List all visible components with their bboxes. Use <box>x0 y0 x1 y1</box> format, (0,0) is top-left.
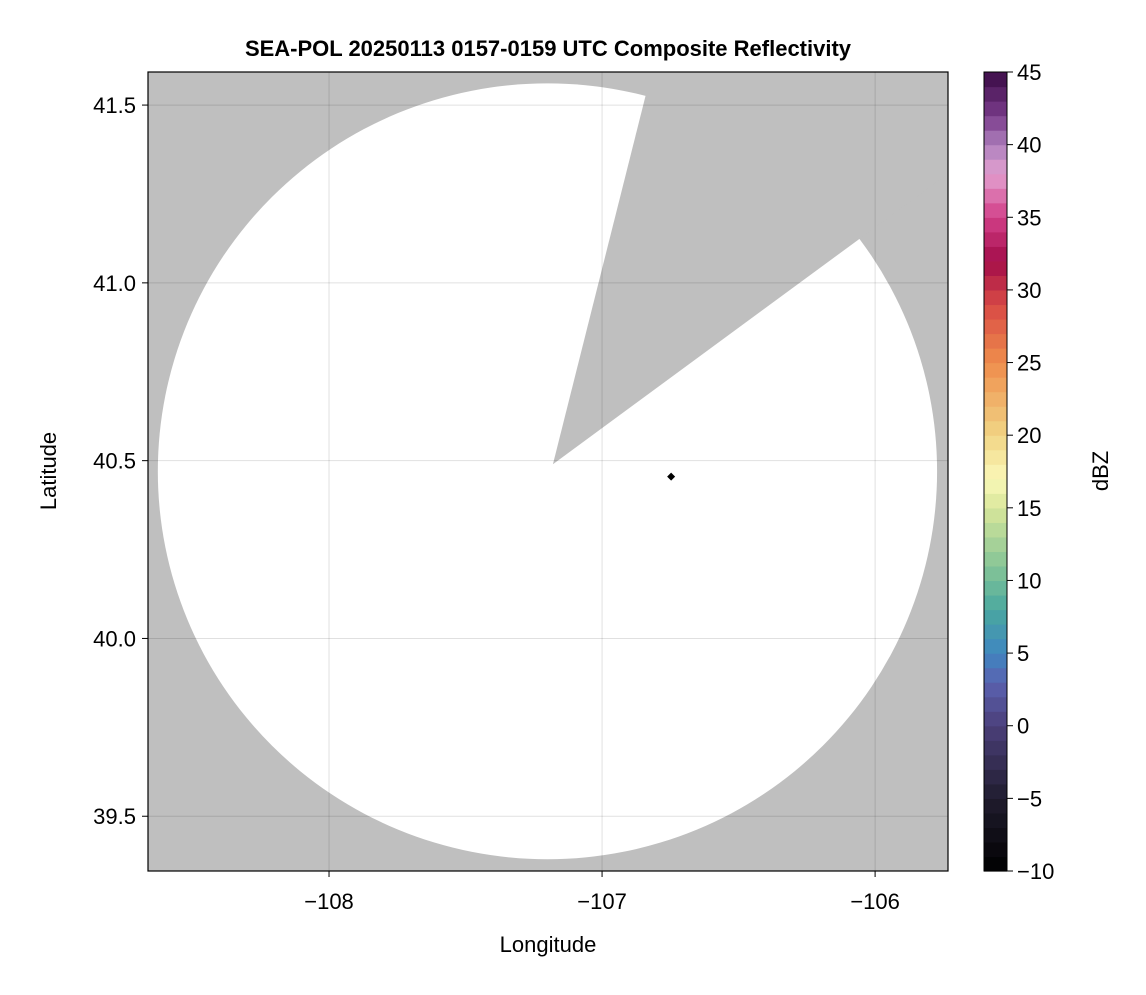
chart-title: SEA-POL 20250113 0157-0159 UTC Composite… <box>245 36 852 61</box>
colorbar-bin <box>984 464 1007 479</box>
colorbar-bin <box>984 784 1007 799</box>
colorbar-bin <box>984 827 1007 842</box>
y-tick-label: 41.0 <box>93 271 136 296</box>
colorbar-bin <box>984 174 1007 189</box>
colorbar-bin <box>984 522 1007 537</box>
x-axis: −108 −107 −106 <box>304 871 900 914</box>
colorbar-bin <box>984 450 1007 465</box>
colorbar-bin <box>984 639 1007 654</box>
colorbar-bin <box>984 275 1007 290</box>
colorbar-bin <box>984 87 1007 102</box>
colorbar-bin <box>984 246 1007 261</box>
colorbar-tick-label: 40 <box>1017 133 1041 158</box>
colorbar-bin <box>984 842 1007 857</box>
colorbar-bin <box>984 624 1007 639</box>
colorbar-bin <box>984 697 1007 712</box>
y-axis: 39.5 40.0 40.5 41.0 41.5 <box>93 93 148 829</box>
colorbar-bin <box>984 145 1007 160</box>
colorbar-bin <box>984 406 1007 421</box>
colorbar-bin <box>984 203 1007 218</box>
colorbar-bin <box>984 595 1007 610</box>
colorbar-bin <box>984 537 1007 552</box>
y-tick-label: 40.0 <box>93 626 136 651</box>
colorbar-tick-label: −5 <box>1017 786 1042 811</box>
colorbar-bin <box>984 348 1007 363</box>
colorbar-bin <box>984 333 1007 348</box>
colorbar-tick-label: 10 <box>1017 568 1041 593</box>
colorbar-tick-label: 0 <box>1017 714 1029 739</box>
colorbar-bin <box>984 217 1007 232</box>
x-axis-label: Longitude <box>500 932 597 957</box>
colorbar-bin <box>984 610 1007 625</box>
x-tick-label: −106 <box>850 889 900 914</box>
colorbar-bin <box>984 116 1007 131</box>
colorbar-bin <box>984 798 1007 813</box>
colorbar-label: dBZ <box>1088 451 1113 491</box>
colorbar-bin <box>984 363 1007 378</box>
colorbar-bin <box>984 493 1007 508</box>
colorbar-bin <box>984 101 1007 116</box>
colorbar-bin <box>984 856 1007 871</box>
x-tick-label: −107 <box>577 889 627 914</box>
colorbar-bin <box>984 188 1007 203</box>
colorbar-tick-label: 45 <box>1017 60 1041 85</box>
colorbar-bin <box>984 72 1007 87</box>
colorbar-tick-label: 20 <box>1017 423 1041 448</box>
colorbar-bin <box>984 740 1007 755</box>
colorbar-tick-label: 5 <box>1017 641 1029 666</box>
colorbar-bin <box>984 392 1007 407</box>
y-tick-label: 41.5 <box>93 93 136 118</box>
colorbar-bin <box>984 682 1007 697</box>
colorbar-bin <box>984 435 1007 450</box>
colorbar-bin <box>984 813 1007 828</box>
colorbar: −10 −5 0 5 10 15 20 25 30 35 40 45 <box>984 60 1054 884</box>
y-axis-label: Latitude <box>36 432 61 510</box>
colorbar-bin <box>984 711 1007 726</box>
colorbar-tick-label: −10 <box>1017 859 1054 884</box>
colorbar-bin <box>984 508 1007 523</box>
y-tick-label: 40.5 <box>93 449 136 474</box>
colorbar-tick-label: 15 <box>1017 496 1041 521</box>
colorbar-bin <box>984 377 1007 392</box>
colorbar-bin <box>984 551 1007 566</box>
colorbar-tick-label: 30 <box>1017 278 1041 303</box>
colorbar-bin <box>984 304 1007 319</box>
colorbar-bin <box>984 755 1007 770</box>
colorbar-bin <box>984 130 1007 145</box>
colorbar-tick-label: 35 <box>1017 205 1041 230</box>
y-tick-label: 39.5 <box>93 804 136 829</box>
colorbar-bin <box>984 261 1007 276</box>
colorbar-bin <box>984 479 1007 494</box>
colorbar-bin <box>984 319 1007 334</box>
colorbar-tick-label: 25 <box>1017 351 1041 376</box>
colorbar-bin <box>984 580 1007 595</box>
colorbar-bin <box>984 290 1007 305</box>
colorbar-bin <box>984 566 1007 581</box>
colorbar-bin <box>984 726 1007 741</box>
colorbar-bin <box>984 232 1007 247</box>
colorbar-bin <box>984 421 1007 436</box>
colorbar-bin <box>984 769 1007 784</box>
x-tick-label: −108 <box>304 889 354 914</box>
colorbar-bin <box>984 159 1007 174</box>
colorbar-bin <box>984 653 1007 668</box>
colorbar-bin <box>984 668 1007 683</box>
